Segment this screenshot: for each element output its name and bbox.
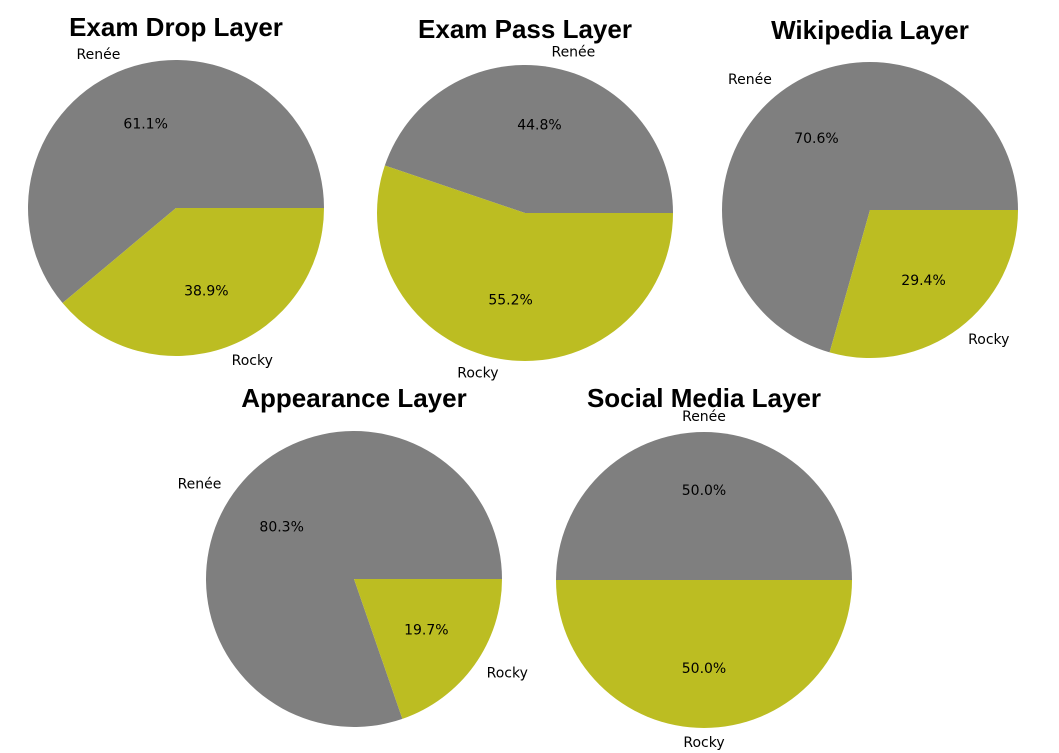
- slice-label: Renée: [682, 409, 726, 425]
- pie-chart-3: Wikipedia Layer Renée 70.6% Rocky 29.4%: [722, 15, 1018, 359]
- slice-percent-label: 38.9%: [184, 283, 228, 299]
- chart-title: Wikipedia Layer: [771, 15, 969, 45]
- slice-label: Rocky: [232, 353, 273, 369]
- slice-label: Rocky: [457, 366, 498, 382]
- slice-percent-label: 19.7%: [404, 623, 448, 639]
- pie-slice-rocky: [62, 208, 325, 356]
- slice-label: Renée: [728, 72, 772, 88]
- pie-slice-rocky: [354, 579, 502, 719]
- slice-percent-label: 29.4%: [901, 273, 945, 289]
- chart-title: Social Media Layer: [587, 383, 821, 413]
- slice-percent-label: 70.6%: [794, 131, 838, 147]
- pie-slice-renee: [28, 60, 325, 304]
- pie-slice-rocky: [556, 580, 852, 728]
- slice-percent-label: 80.3%: [259, 519, 303, 535]
- slice-label: Renée: [77, 47, 121, 63]
- slice-label: Renée: [551, 44, 595, 60]
- slice-percent-label: 61.1%: [123, 117, 167, 133]
- pie-slice-renee: [206, 431, 502, 727]
- pie-slice-rocky: [377, 165, 673, 361]
- slice-label: Renée: [178, 477, 222, 493]
- slice-percent-label: 50.0%: [682, 483, 726, 499]
- slice-label: Rocky: [683, 735, 724, 751]
- chart-title: Exam Pass Layer: [418, 14, 632, 44]
- slice-percent-label: 55.2%: [488, 293, 532, 309]
- chart-title: Appearance Layer: [241, 383, 466, 413]
- slice-label: Rocky: [487, 665, 528, 681]
- pie-slice-renee: [384, 64, 673, 213]
- pie-chart-4: Appearance Layer Renée 80.3% Rocky 19.7%: [178, 383, 528, 727]
- slice-percent-label: 50.0%: [682, 661, 726, 677]
- pie-slice-renee: [722, 62, 1018, 353]
- chart-title: Exam Drop Layer: [69, 12, 283, 42]
- pie-slice-renee: [556, 432, 852, 580]
- slice-percent-label: 44.8%: [517, 117, 561, 133]
- pie-slice-rocky: [829, 210, 1018, 359]
- pie-chart-1: Exam Drop Layer Renée 61.1% Rocky 38.9%: [28, 12, 325, 369]
- slice-label: Rocky: [968, 332, 1009, 348]
